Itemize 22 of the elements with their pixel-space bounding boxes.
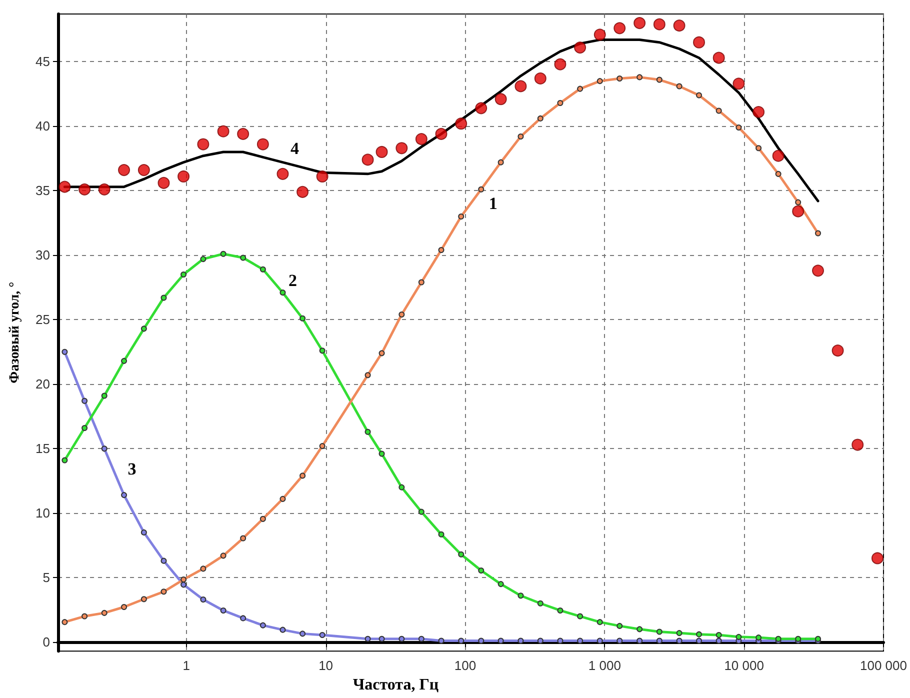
y-tick-label: 30 [36,248,50,263]
y-tick-label: 5 [42,570,50,586]
y-tick-label: 35 [36,183,50,198]
y-tick-label: 15 [36,441,50,456]
y-tick-label: 0 [42,634,50,650]
series-label: 3 [128,460,136,479]
x-axis-title: Частота, Гц [352,676,439,694]
y-tick-label: 25 [36,312,50,328]
y-tick-label: 45 [36,54,50,70]
y-tick-label: 40 [36,118,50,134]
x-tick-label: 100 000 [860,658,908,674]
y-tick-label: 10 [36,506,50,521]
series-label: 1 [488,194,498,213]
y-tick-label: 20 [36,376,50,392]
series-label: 4 [290,138,300,158]
x-tick-label: 1 000 [588,658,621,674]
x-tick-label: 10 000 [724,658,764,674]
x-tick-label: 10 [318,658,334,674]
y-axis-title: Фазовый угол, ° [8,282,22,384]
x-tick-label: 1 [182,658,190,674]
x-tick-label: 100 [454,658,476,674]
series-label: 2 [288,271,297,290]
